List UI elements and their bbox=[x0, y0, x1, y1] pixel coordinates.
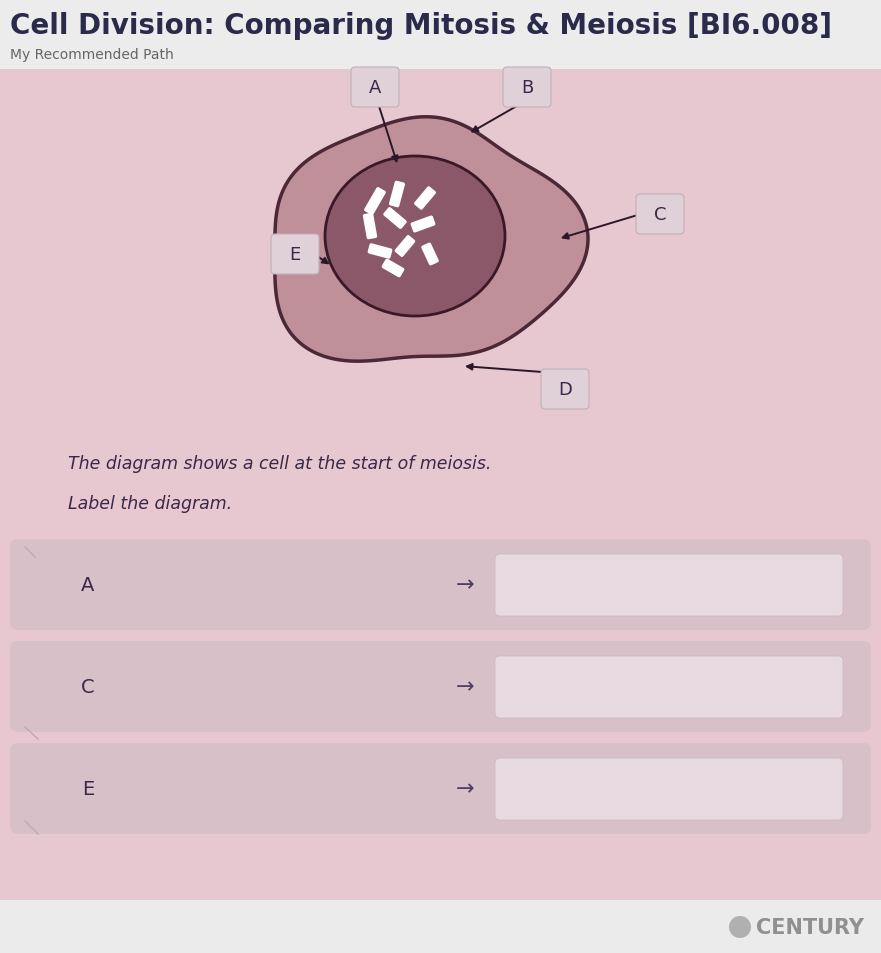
FancyBboxPatch shape bbox=[389, 181, 405, 208]
Ellipse shape bbox=[325, 157, 505, 316]
FancyBboxPatch shape bbox=[364, 188, 386, 215]
FancyBboxPatch shape bbox=[495, 759, 843, 821]
Text: The diagram shows a cell at the start of meiosis.: The diagram shows a cell at the start of… bbox=[68, 455, 492, 473]
Text: C: C bbox=[654, 206, 666, 224]
Text: →: → bbox=[455, 779, 474, 799]
FancyBboxPatch shape bbox=[495, 657, 843, 719]
FancyBboxPatch shape bbox=[367, 244, 392, 259]
FancyBboxPatch shape bbox=[383, 208, 407, 230]
Text: Label the diagram.: Label the diagram. bbox=[68, 495, 232, 513]
FancyBboxPatch shape bbox=[10, 743, 871, 834]
FancyBboxPatch shape bbox=[363, 213, 377, 240]
Text: →: → bbox=[455, 677, 474, 697]
Bar bbox=[0, 0, 881, 70]
FancyBboxPatch shape bbox=[636, 194, 684, 234]
FancyBboxPatch shape bbox=[495, 555, 843, 617]
FancyBboxPatch shape bbox=[411, 216, 435, 233]
FancyBboxPatch shape bbox=[395, 235, 415, 257]
Text: D: D bbox=[558, 380, 572, 398]
Text: A: A bbox=[81, 576, 94, 595]
Bar bbox=[0, 900, 881, 953]
FancyBboxPatch shape bbox=[10, 641, 871, 732]
FancyBboxPatch shape bbox=[541, 370, 589, 410]
Text: E: E bbox=[289, 246, 300, 264]
Text: A: A bbox=[369, 79, 381, 97]
Text: →: → bbox=[455, 575, 474, 595]
FancyBboxPatch shape bbox=[381, 259, 404, 278]
Text: C: C bbox=[81, 678, 95, 697]
Text: E: E bbox=[82, 780, 94, 799]
FancyBboxPatch shape bbox=[414, 187, 436, 211]
FancyBboxPatch shape bbox=[351, 68, 399, 108]
FancyBboxPatch shape bbox=[271, 234, 319, 274]
FancyBboxPatch shape bbox=[503, 68, 551, 108]
Bar bbox=[0, 70, 881, 900]
Text: CENTURY: CENTURY bbox=[756, 917, 864, 937]
FancyBboxPatch shape bbox=[10, 539, 871, 630]
Polygon shape bbox=[275, 117, 588, 362]
Wedge shape bbox=[729, 916, 751, 938]
Text: B: B bbox=[521, 79, 533, 97]
FancyBboxPatch shape bbox=[421, 243, 439, 266]
Text: My Recommended Path: My Recommended Path bbox=[10, 48, 174, 62]
Text: Cell Division: Comparing Mitosis & Meiosis [BI6.008]: Cell Division: Comparing Mitosis & Meios… bbox=[10, 12, 832, 40]
